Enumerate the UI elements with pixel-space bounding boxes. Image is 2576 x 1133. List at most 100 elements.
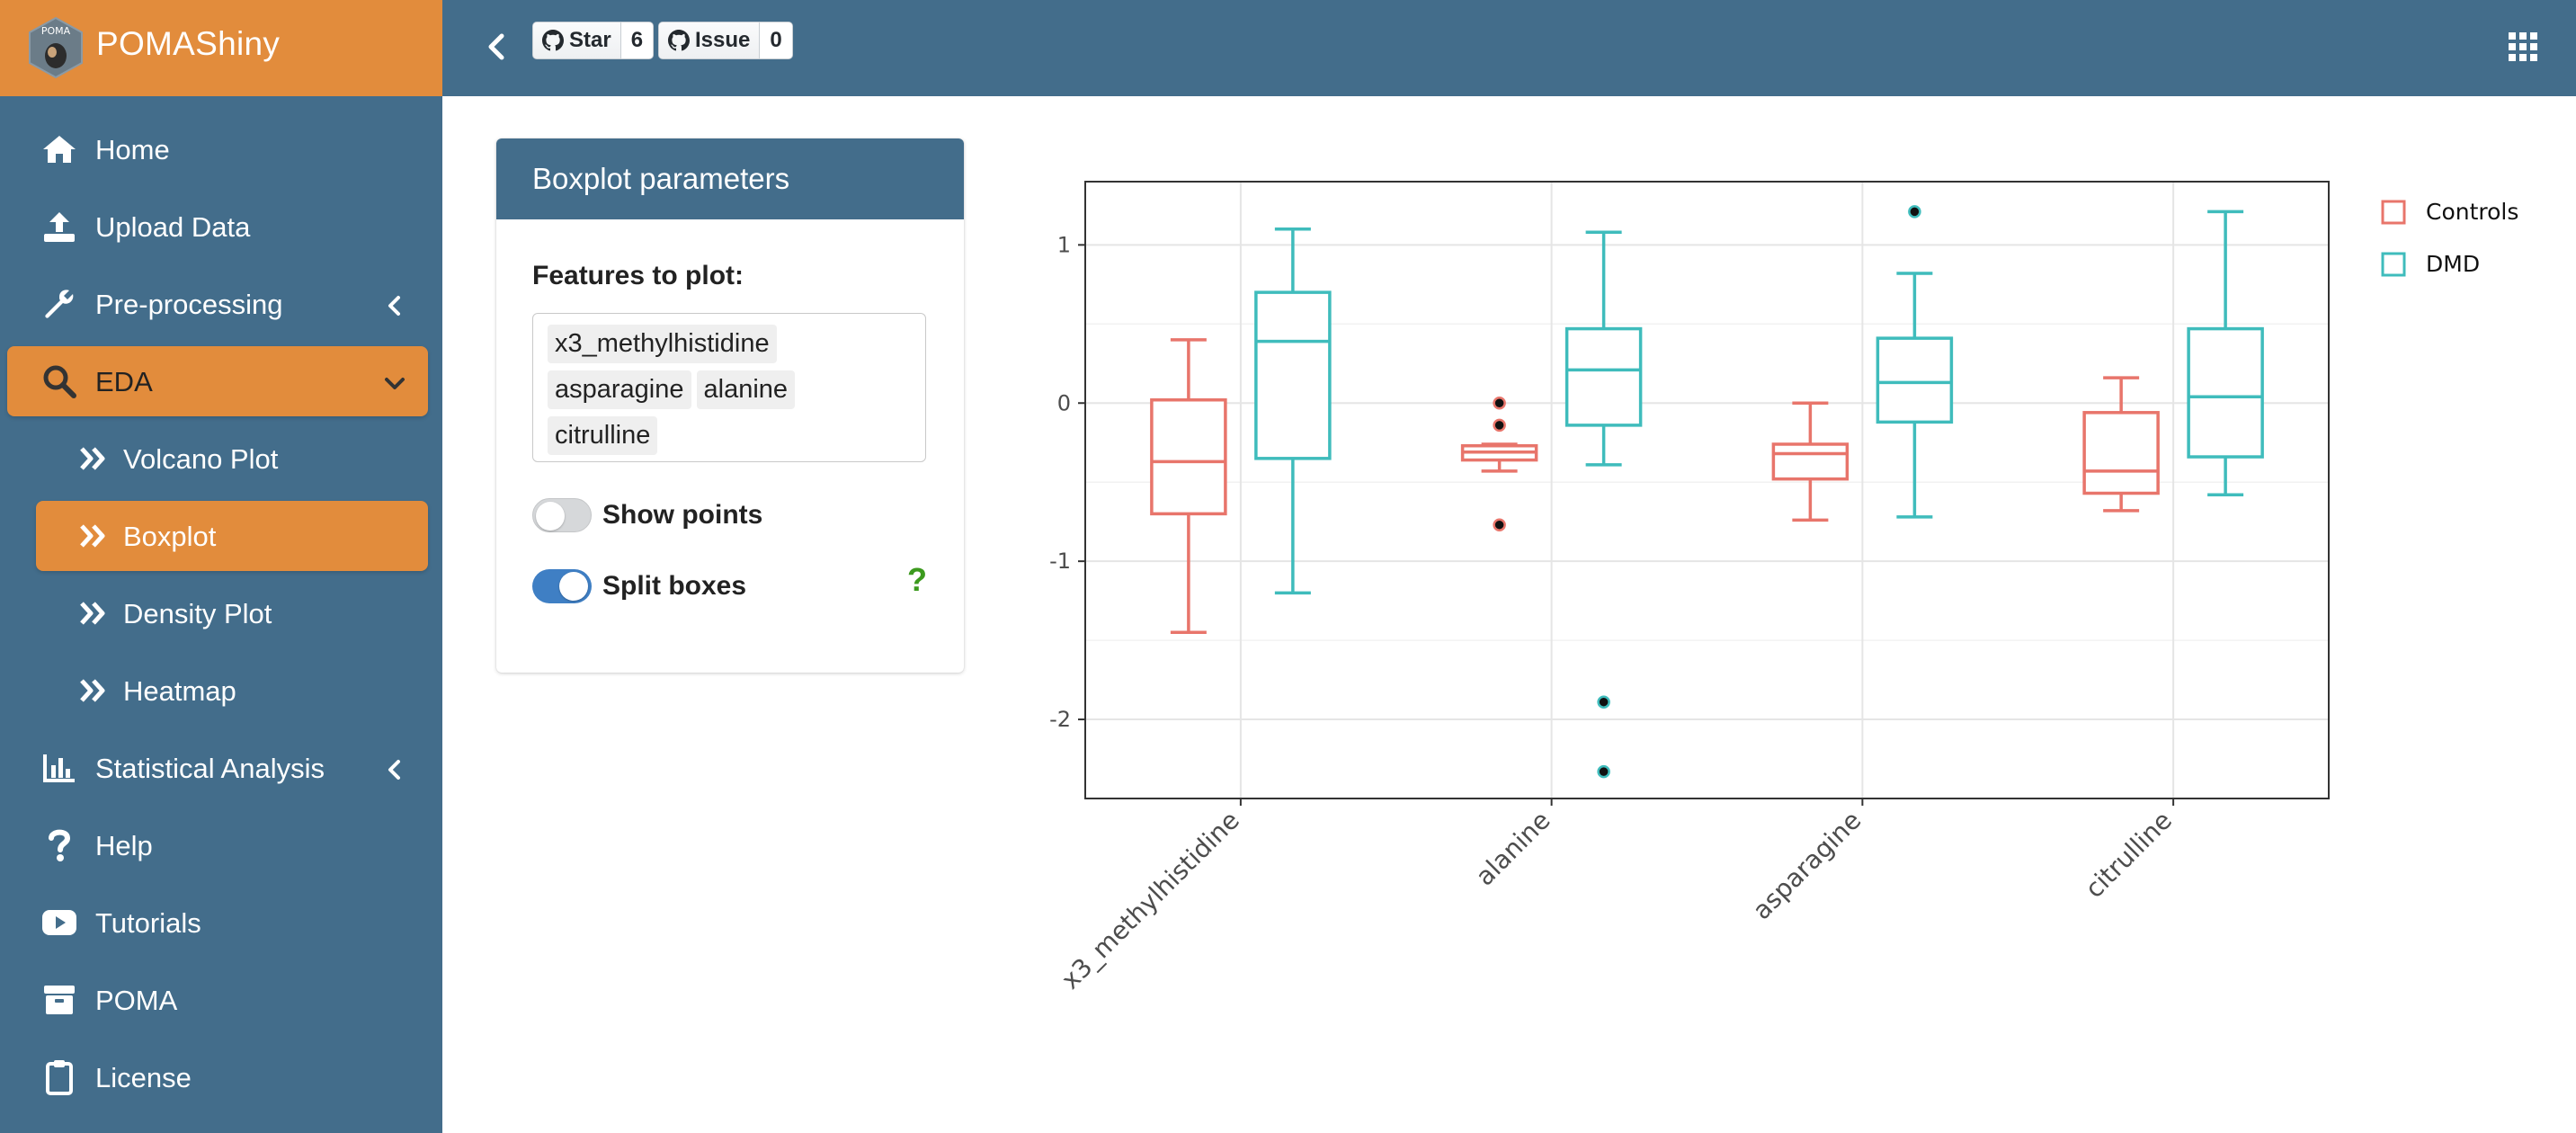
search-icon [40,361,79,401]
sidebar-item-license[interactable]: License [0,1042,442,1112]
github-icon [542,30,564,51]
github-issue-button[interactable]: Issue [659,22,761,58]
sidebar-item-label: Tutorials [95,907,201,939]
features-select[interactable]: x3_methylhistidine asparagine alanine citru… [532,313,926,462]
help-question-icon[interactable]: ? [907,561,927,598]
svg-text:POMA: POMA [41,25,71,37]
y-tick-label: 1 [1057,232,1071,257]
sidebar-item-eda[interactable]: EDA [7,346,428,416]
show-points-label: Show points [602,500,763,530]
github-icon [668,30,690,51]
sidebar-item-stats[interactable]: Statistical Analysis [0,733,442,803]
double-chevron-right-icon [74,671,113,710]
outlier-point [1493,518,1506,531]
sidebar-item-label: Help [95,830,153,861]
top-navbar [442,0,2576,96]
github-issue-count[interactable]: 0 [760,22,792,58]
sidebar-item-label: Boxplot [123,521,217,552]
sidebar-item-label: Volcano Plot [123,443,279,475]
poma-logo-icon: POMA [29,16,83,79]
box [1564,326,1643,427]
box [1254,290,1332,460]
sidebar-item-poma[interactable]: POMA [0,965,442,1035]
sidebar-item-heatmap[interactable]: Heatmap [0,656,442,726]
home-icon [40,129,79,169]
chevron-down-icon [383,370,406,393]
legend-key [2381,252,2406,277]
double-chevron-right-icon [74,516,113,556]
box [2082,411,2160,495]
x-tick-label: x3_methylhistidine [1056,806,1245,995]
split-boxes-switch[interactable] [532,569,592,603]
sidebar-item-home[interactable]: Home [0,114,442,184]
show-points-toggle-row[interactable]: Show points [532,496,762,534]
github-issue-widget[interactable]: Issue 0 [658,22,793,59]
y-tick-label: 0 [1057,390,1071,415]
boxplot-chart: 1 0 -1 -2 x3_methylhistidine alanine asparagin… [1049,181,2518,995]
bar-chart-icon [40,748,79,788]
outlier-point [1908,205,1921,219]
plot-border [1084,181,2330,799]
box [2187,326,2264,459]
legend-label: Controls [2426,199,2518,225]
double-chevron-right-icon [74,439,113,478]
github-issue-label: Issue [695,28,751,52]
sidebar-item-label: POMA [95,985,178,1016]
wrench-icon [40,284,79,324]
brand-header[interactable]: POMA POMAShiny [0,0,442,96]
upload-icon [40,207,79,246]
app-title: POMAShiny [96,25,281,62]
github-star-count[interactable]: 6 [620,22,654,58]
selected-feature-chip[interactable]: alanine [696,370,796,409]
sidebar-item-label: Heatmap [123,675,236,707]
selected-feature-chip[interactable]: citrulline [548,416,658,455]
chevron-left-icon[interactable] [480,29,511,65]
sidebar-item-label: Pre-processing [95,289,283,320]
outlier-point [1597,764,1610,779]
sidebar-item-label: License [95,1062,192,1093]
features-label: Features to plot: [532,261,744,290]
show-points-switch[interactable] [532,498,592,532]
sidebar-item-label: Statistical Analysis [95,753,325,784]
sidebar-item-preproc[interactable]: Pre-processing [0,269,442,339]
box [1771,442,1850,481]
split-boxes-toggle-row[interactable]: Split boxes [532,567,746,605]
youtube-icon [40,903,79,942]
sidebar-item-tutorials[interactable]: Tutorials [0,888,442,958]
legend-label: DMD [2426,251,2480,277]
sidebar: POMA POMAShiny Home Upload Data Pre-proces… [0,0,442,1133]
sidebar-item-volcano[interactable]: Volcano Plot [0,424,442,494]
github-star-widget[interactable]: Star 6 [532,22,655,59]
y-tick-label: -2 [1049,707,1071,732]
card-title: Boxplot parameters [496,138,964,219]
sidebar-item-label: Home [95,134,170,165]
clipboard-icon [40,1057,79,1097]
github-star-label: Star [569,28,611,52]
sidebar-item-upload[interactable]: Upload Data [0,192,442,262]
github-star-button[interactable]: Star [533,22,621,58]
chevron-left-icon [383,292,406,316]
box [1150,397,1227,516]
x-tick-label: alanine [1470,806,1556,892]
sidebar-item-label: Density Plot [123,598,272,629]
outlier-point [1597,695,1610,709]
y-tick-label: -1 [1049,549,1071,574]
sidebar-item-boxplot[interactable]: Boxplot [36,501,428,571]
outlier-point [1493,418,1506,433]
sidebar-item-label: EDA [95,366,153,397]
sidebar-item-label: Upload Data [95,211,251,243]
x-tick-label: citrulline [2080,806,2178,904]
legend-key [2381,200,2406,225]
double-chevron-right-icon [74,593,113,633]
grid-icon[interactable] [2509,32,2537,61]
box-icon [40,980,79,1020]
sidebar-item-help[interactable]: Help [0,810,442,880]
selected-feature-chip[interactable]: x3_methylhistidine [548,325,777,363]
selected-feature-chip[interactable]: asparagine [548,370,691,409]
x-tick-label: asparagine [1747,806,1867,926]
boxplot-parameters-card: Boxplot parameters Features to plot: x3_… [496,138,964,673]
split-boxes-label: Split boxes [602,571,747,601]
sidebar-item-density[interactable]: Density Plot [0,578,442,648]
outlier-point [1493,397,1506,410]
box [1876,336,1954,424]
